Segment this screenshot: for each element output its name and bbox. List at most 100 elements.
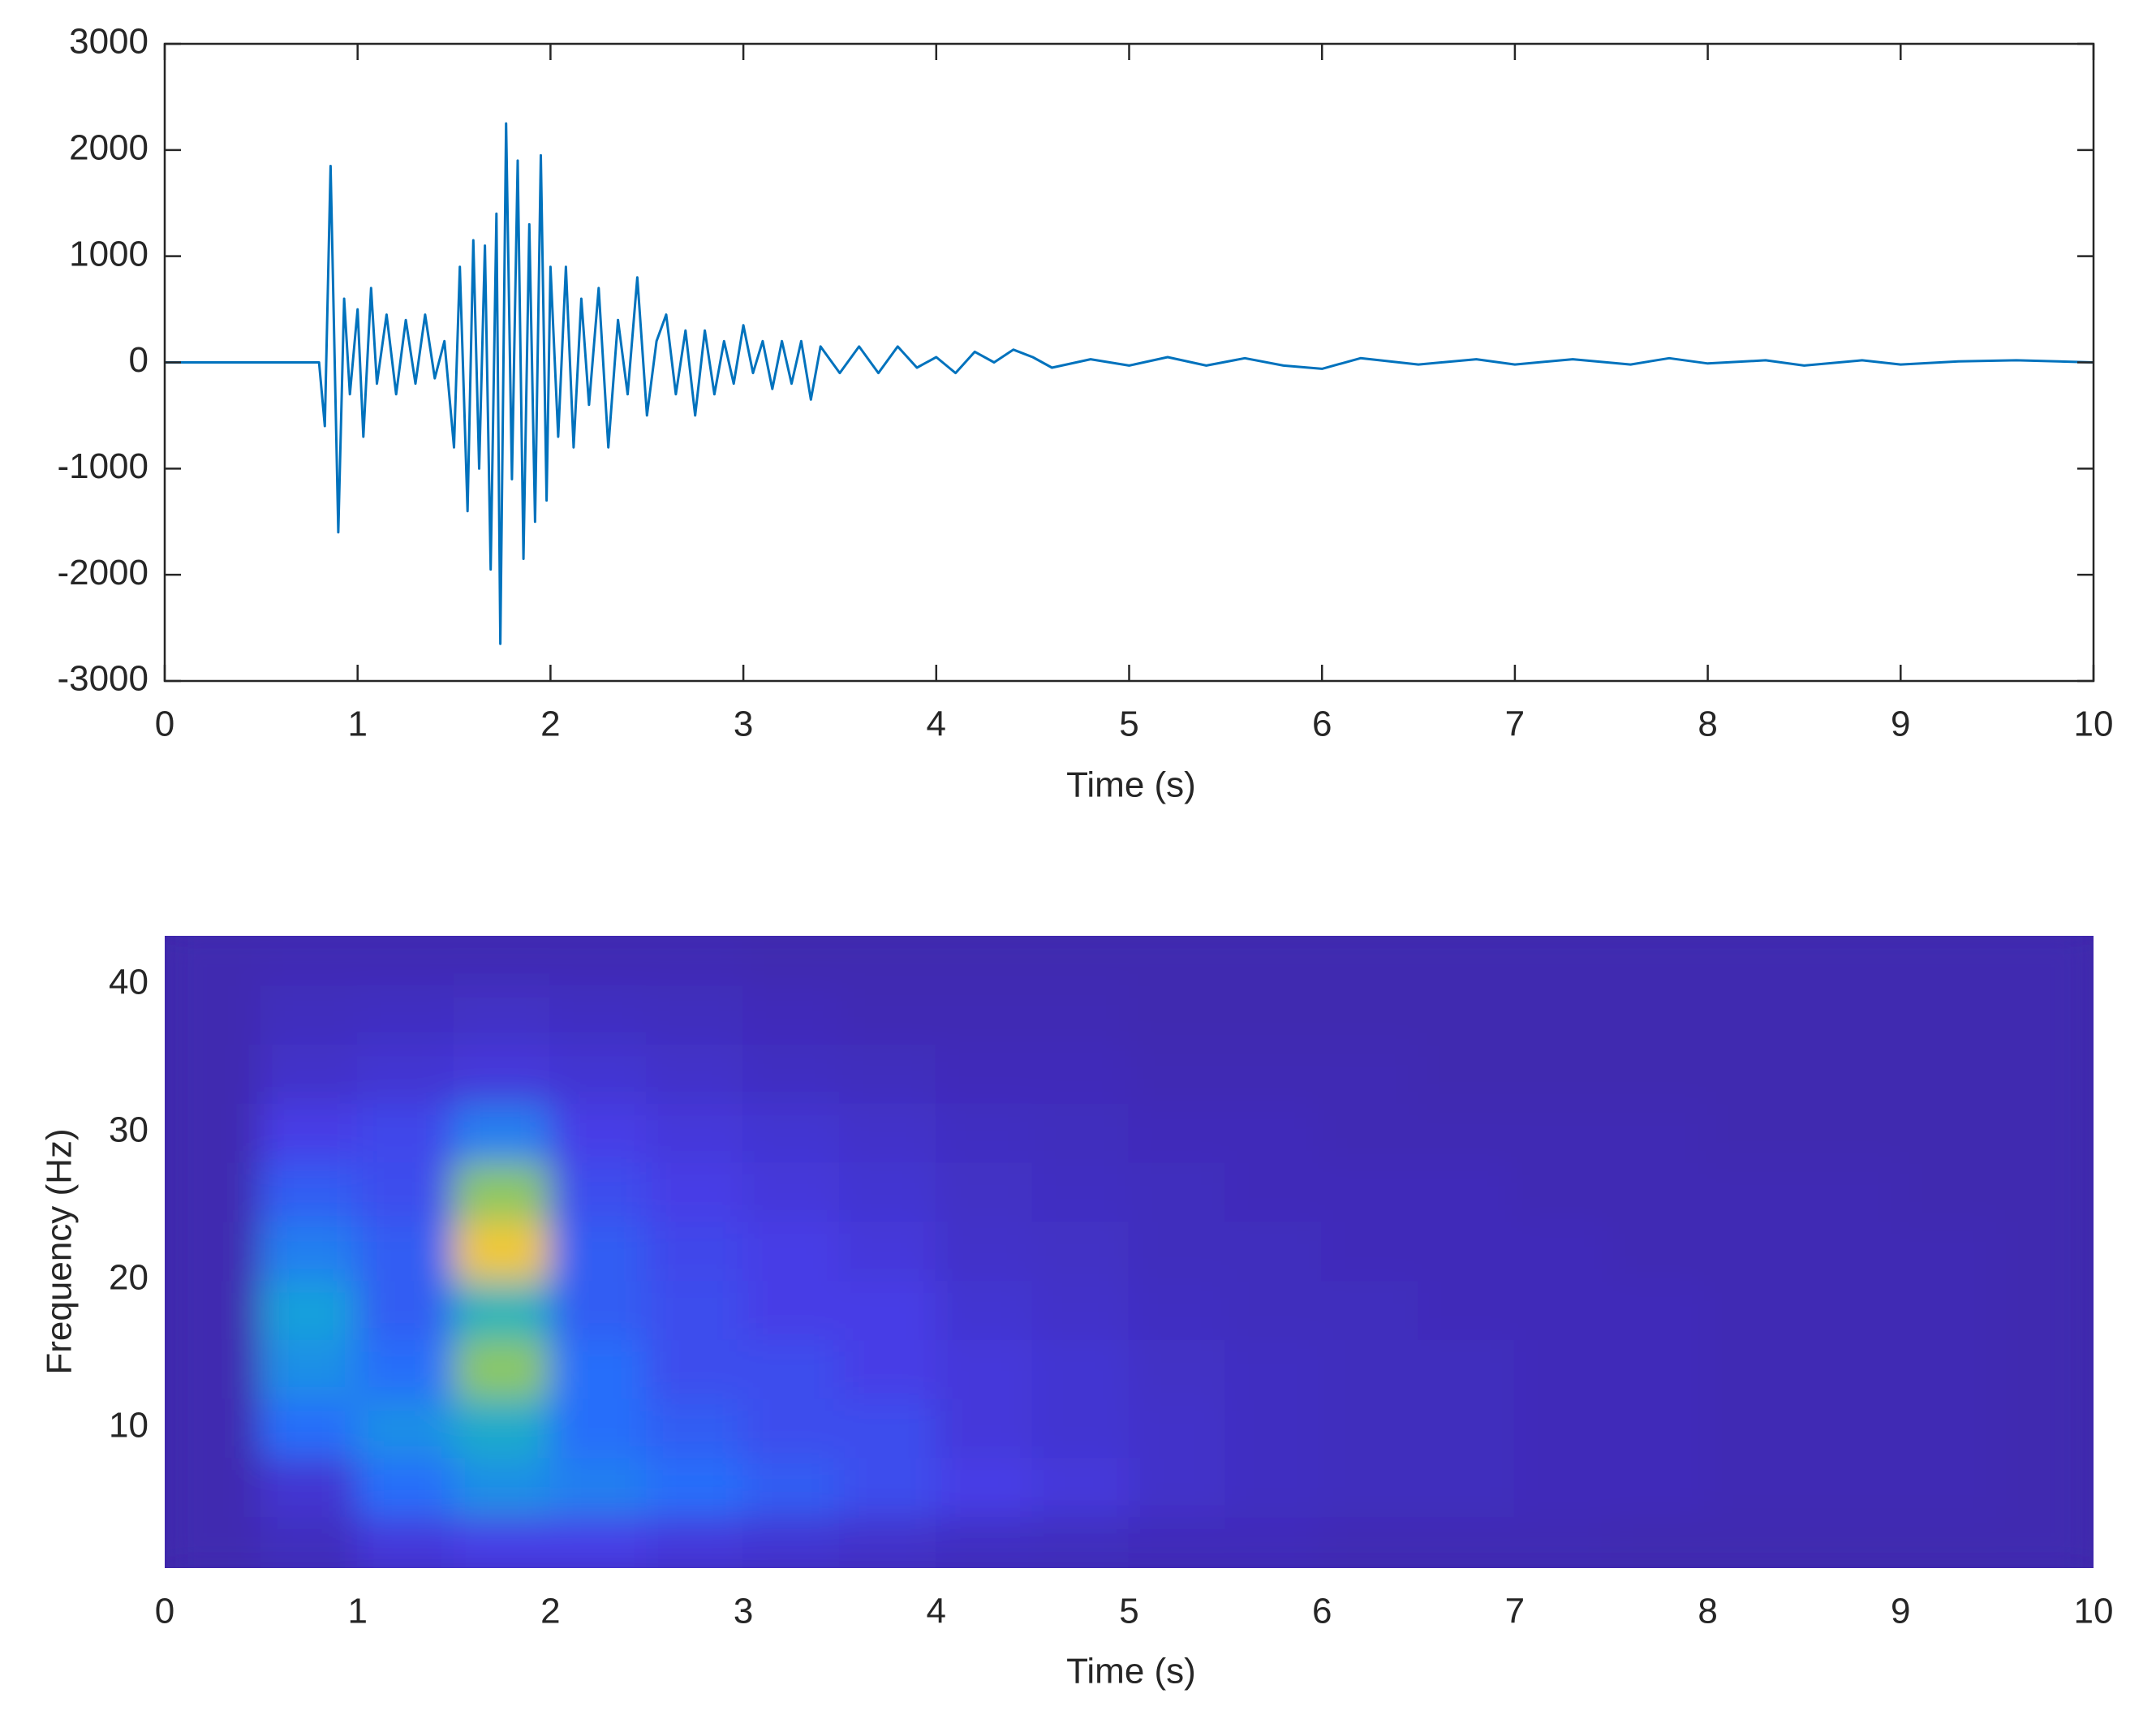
heat-cell (260, 1161, 359, 1222)
heat-cell (646, 1338, 745, 1399)
heat-cell (1031, 1279, 1130, 1340)
heat-cell (165, 1161, 262, 1222)
heat-cell (1996, 1338, 2094, 1399)
heat-cell (1031, 1042, 1130, 1104)
heat-cell (1418, 1042, 1516, 1104)
heat-cell (1706, 1220, 1805, 1282)
heat-cell (165, 984, 262, 1045)
x-tick-label: 1 (347, 1592, 367, 1631)
x-tick-label: 0 (155, 705, 174, 744)
heat-cell (453, 1515, 552, 1568)
heat-cell (356, 1456, 455, 1518)
heat-cell (260, 1220, 359, 1282)
heat-cell (1321, 1279, 1420, 1340)
heat-cell (1803, 1101, 1902, 1163)
heat-cell (1031, 1397, 1130, 1459)
heat-cell (1900, 1220, 1999, 1282)
heat-cell (742, 936, 841, 986)
heat-cell (453, 1279, 552, 1340)
heat-cell (935, 1279, 1034, 1340)
heat-cell (1418, 1456, 1516, 1518)
heat-cell (1803, 936, 1902, 986)
heat-cell (838, 1515, 937, 1568)
heat-cell (1803, 1338, 1902, 1399)
y-tick-label: -2000 (57, 553, 148, 593)
heat-cell (1031, 1515, 1130, 1568)
heat-cell (935, 1101, 1034, 1163)
x-tick-label: 3 (734, 705, 753, 744)
heat-cell (1803, 1456, 1902, 1518)
heat-cell (1513, 984, 1612, 1045)
heat-cell (646, 984, 745, 1045)
heat-cell (549, 1101, 648, 1163)
heat-cell (1900, 1101, 1999, 1163)
heat-cell (1321, 1220, 1420, 1282)
heat-cell (1706, 1042, 1805, 1104)
heat-cell (1418, 1101, 1516, 1163)
heat-cell (1706, 1515, 1805, 1568)
heat-cell (646, 1279, 745, 1340)
x-tick-label: 8 (1698, 1592, 1717, 1631)
heat-cell (1706, 1456, 1805, 1518)
heat-cell (742, 1456, 841, 1518)
y-axis-label: Frequency (Hz) (40, 1128, 80, 1374)
heat-cell (549, 1456, 648, 1518)
heat-cell (646, 1042, 745, 1104)
x-tick-label: 9 (1891, 705, 1910, 744)
heat-cell (165, 1220, 262, 1282)
heat-cell (742, 1397, 841, 1459)
heat-cell (1513, 1515, 1612, 1568)
heat-cell (1224, 984, 1323, 1045)
heat-cell (1803, 1042, 1902, 1104)
heat-cell (1321, 1101, 1420, 1163)
heat-cell (1706, 1279, 1805, 1340)
heat-cell (165, 1397, 262, 1459)
x-tick-label: 2 (540, 705, 560, 744)
x-tick-label: 5 (1119, 705, 1138, 744)
heat-cell (1418, 936, 1516, 986)
heat-cell (165, 936, 262, 986)
heat-cell (1996, 984, 2094, 1045)
heat-cell (742, 1220, 841, 1282)
heat-cell (1224, 1456, 1323, 1518)
y-tick-label: 10 (109, 1406, 148, 1446)
heat-cell (1128, 1161, 1227, 1222)
heat-cell (1610, 936, 1709, 986)
heat-cell (935, 936, 1034, 986)
heat-cell (935, 984, 1034, 1045)
heat-cell (549, 936, 648, 986)
heat-cell (838, 1456, 937, 1518)
heat-cell (1513, 1101, 1612, 1163)
heat-cell (1610, 1042, 1709, 1104)
y-tick-label: -3000 (57, 659, 148, 699)
heat-cell (356, 1397, 455, 1459)
heat-cell (260, 1042, 359, 1104)
heat-cell (356, 984, 455, 1045)
heat-cell (1610, 1515, 1709, 1568)
heatmap-cells (165, 936, 2094, 1568)
heat-cell (165, 1101, 262, 1163)
heat-cell (1031, 1456, 1130, 1518)
heat-cell (1706, 1161, 1805, 1222)
heat-cell (646, 1397, 745, 1459)
heat-cell (1418, 1397, 1516, 1459)
heat-cell (1900, 1515, 1999, 1568)
heat-cell (1418, 1515, 1516, 1568)
heat-cell (1996, 1220, 2094, 1282)
heat-cell (646, 1161, 745, 1222)
heat-cell (1803, 1161, 1902, 1222)
heat-cell (935, 1220, 1034, 1282)
heat-cell (356, 1042, 455, 1104)
heat-cell (1706, 936, 1805, 986)
y-tick-label: 30 (109, 1110, 148, 1150)
x-tick-label: 10 (2074, 705, 2114, 744)
heat-cell (1224, 1161, 1323, 1222)
heat-cell (453, 1161, 552, 1222)
heat-cell (1610, 1279, 1709, 1340)
heat-cell (1900, 1456, 1999, 1518)
heat-cell (1803, 1220, 1902, 1282)
heat-cell (549, 1161, 648, 1222)
heat-cell (1224, 1220, 1323, 1282)
heat-cell (453, 936, 552, 986)
